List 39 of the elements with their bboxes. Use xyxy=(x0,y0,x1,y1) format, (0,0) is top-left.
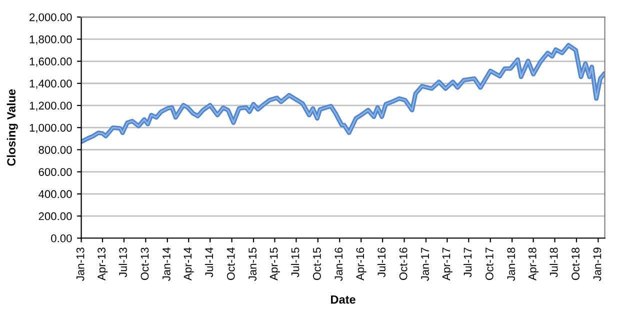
y-axis-title: Closing Value xyxy=(6,89,18,166)
y-tick-label: 2,000.00 xyxy=(30,13,72,23)
y-tick-label: 800.00 xyxy=(38,146,72,154)
y-tick-label: 0.00 xyxy=(51,234,72,242)
x-tick-label: Apr-13 xyxy=(98,248,108,280)
y-tick-label: 1,600.00 xyxy=(30,58,72,67)
y-tick-label: 1,400.00 xyxy=(30,80,72,89)
x-tick-label: Apr-17 xyxy=(442,248,452,280)
x-tick-label: Apr-15 xyxy=(270,248,280,280)
x-tick-label: Jan-13 xyxy=(76,248,84,281)
line-series xyxy=(81,43,605,144)
x-tick-label: Oct-16 xyxy=(399,248,408,280)
x-tick-label: Apr-18 xyxy=(528,248,538,280)
x-tick-label: Jan-16 xyxy=(334,248,343,281)
x-tick-label: Jan-15 xyxy=(248,248,256,281)
x-tick-label: Jul-18 xyxy=(550,248,558,278)
x-tick-label: Jan-18 xyxy=(507,248,516,281)
x-tick-label: Jul-13 xyxy=(118,248,127,278)
x-tick-label: Jan-17 xyxy=(421,248,429,281)
x-tick-label: Jul-15 xyxy=(291,248,300,278)
x-tick-label: Jul-14 xyxy=(204,247,214,278)
y-tick-label: 400.00 xyxy=(38,190,72,198)
x-tick-label: Oct-13 xyxy=(140,248,149,280)
x-tick-label: Oct-15 xyxy=(313,248,321,280)
y-tick-label: 600.00 xyxy=(38,168,72,176)
x-tick-label: Oct-14 xyxy=(226,247,235,280)
x-tick-label: Jan-14 xyxy=(162,247,170,281)
x-tick-label: Jan-19 xyxy=(593,248,602,281)
x-tick-label: Jul-17 xyxy=(463,248,472,278)
x-tick-label: Apr-14 xyxy=(184,247,194,280)
x-tick-label: Oct-17 xyxy=(485,248,494,280)
x-tick-label: Jul-16 xyxy=(377,248,386,278)
y-tick-label: 1,200.00 xyxy=(30,102,72,111)
x-axis-title: Date xyxy=(331,295,356,304)
y-tick-label: 1,800.00 xyxy=(30,35,72,45)
y-tick-label: 1,000.00 xyxy=(30,124,72,134)
x-tick-label: Oct-18 xyxy=(572,248,580,280)
x-tick-label: Apr-16 xyxy=(356,248,366,280)
y-tick-label: 200.00 xyxy=(38,212,72,220)
